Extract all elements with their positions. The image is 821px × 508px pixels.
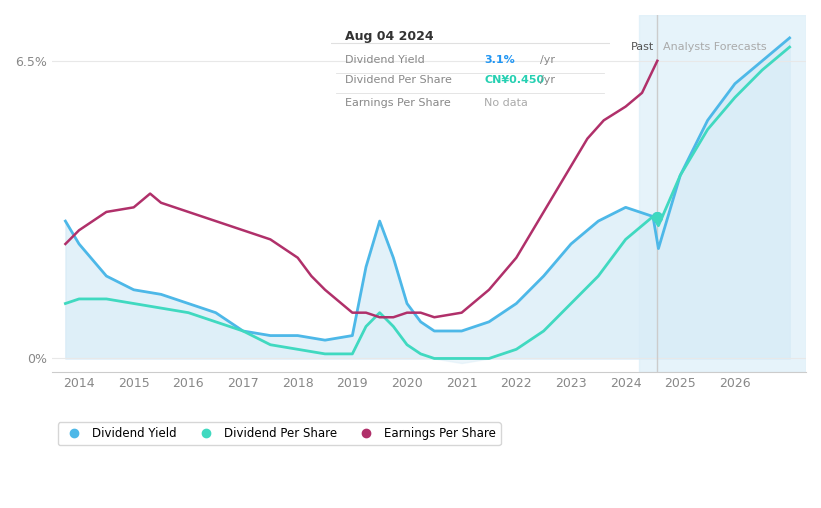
Text: Past: Past <box>631 43 654 52</box>
Legend: Dividend Yield, Dividend Per Share, Earnings Per Share: Dividend Yield, Dividend Per Share, Earn… <box>57 423 501 445</box>
Bar <box>640 15 806 372</box>
Text: Analysts Forecasts: Analysts Forecasts <box>663 43 767 52</box>
